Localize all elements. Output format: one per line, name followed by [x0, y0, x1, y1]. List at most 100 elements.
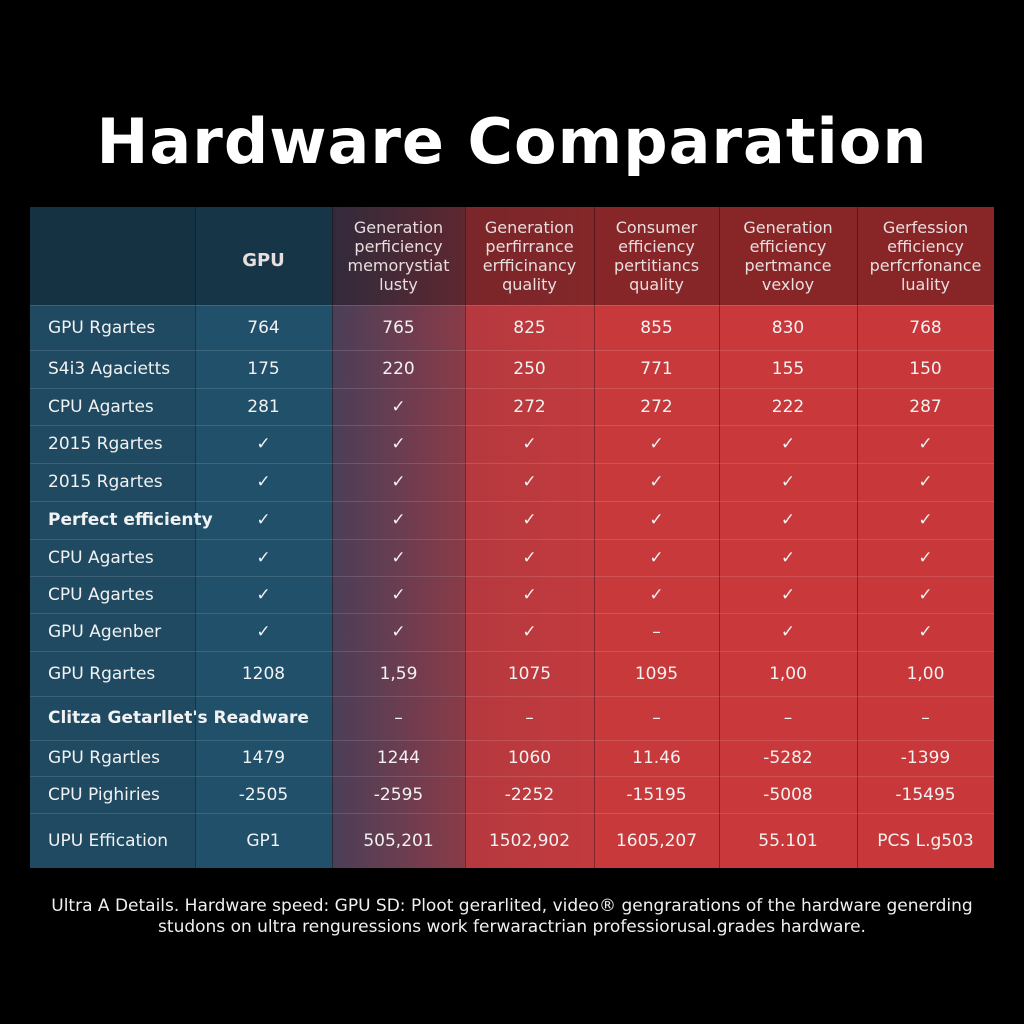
column-bg — [195, 207, 332, 868]
table-cell: 771 — [640, 359, 673, 379]
row-label: 2015 Rgartes — [48, 434, 163, 454]
table-cell: 1095 — [634, 663, 679, 684]
row-label: S4i3 Agacietts — [48, 359, 171, 379]
row-label: CPU Agartes — [48, 584, 154, 605]
row-divider — [30, 501, 994, 502]
table-cell: – — [652, 622, 661, 642]
table-cell: 175 — [247, 359, 280, 379]
row-label: GPU Rgartes — [48, 663, 156, 684]
table-cell: ✓ — [391, 510, 406, 530]
column-bg — [594, 207, 719, 868]
table-cell: ✓ — [780, 622, 796, 642]
header-cell: Generation efficiency pertmance vexloy — [743, 218, 833, 294]
header-cell: Consumer efficiency pertitiancs quality — [613, 218, 700, 294]
table-cell: ✓ — [918, 472, 933, 492]
column-divider — [857, 207, 858, 868]
column-divider — [195, 207, 196, 868]
row-divider — [30, 305, 994, 306]
column-bg — [30, 207, 195, 868]
row-label: GPU Rgartles — [48, 748, 160, 768]
table-cell: 1060 — [507, 748, 552, 768]
row-divider — [30, 740, 994, 741]
table-cell: ✓ — [391, 434, 406, 454]
table-cell: 150 — [909, 359, 942, 379]
row-divider — [30, 651, 994, 652]
title: Hardware Comparation — [96, 105, 928, 178]
table-cell: 1502,902 — [488, 830, 571, 851]
table-cell: 1075 — [507, 663, 552, 684]
row-label: UPU Effication — [48, 830, 169, 851]
table-cell: -1399 — [900, 748, 951, 768]
header-cell: Generation perficiency memorystiat lusty — [347, 218, 450, 294]
column-divider — [719, 207, 720, 868]
row-label: CPU Agartes — [48, 547, 154, 568]
table-cell: ✓ — [649, 547, 664, 568]
header-cell: GPU — [242, 249, 285, 271]
table-cell: ✓ — [256, 434, 271, 454]
table-cell: 855 — [640, 317, 673, 338]
row-label: 2015 Rgartes — [48, 472, 163, 492]
row-divider — [30, 425, 994, 426]
table-cell: ✓ — [522, 622, 537, 642]
table-cell: ✓ — [391, 622, 406, 642]
table-cell: ✓ — [522, 510, 537, 530]
footer: Ultra A Details. Hardware speed: GPU SD:… — [0, 896, 1024, 938]
table-cell: 281 — [247, 396, 280, 417]
row-label: CPU Agartes — [48, 396, 154, 417]
table-cell: ✓ — [522, 584, 537, 605]
table-cell: ✓ — [780, 510, 796, 530]
column-bg — [332, 207, 465, 868]
table-cell: 1605,207 — [615, 830, 698, 851]
table-cell: ✓ — [256, 547, 271, 568]
table-cell: ✓ — [918, 510, 933, 530]
table-cell: 287 — [909, 396, 942, 417]
table-cell: ✓ — [780, 547, 796, 568]
table-cell: ✓ — [780, 584, 796, 605]
table-cell: ✓ — [256, 472, 271, 492]
table-cell: ✓ — [391, 584, 406, 605]
table-cell: -2505 — [238, 784, 289, 805]
table-cell: – — [652, 708, 661, 728]
table-cell: 1,00 — [906, 663, 945, 684]
table-cell: ✓ — [649, 434, 664, 454]
table-cell: ✓ — [649, 472, 664, 492]
table-cell: -5008 — [763, 784, 813, 805]
column-divider — [594, 207, 595, 868]
column-bg — [857, 207, 994, 868]
table-cell: GP1 — [246, 830, 281, 851]
column-divider — [332, 207, 333, 868]
footer-line: Ultra A Details. Hardware speed: GPU SD:… — [51, 896, 973, 916]
table-cell: 272 — [513, 396, 546, 417]
row-divider — [30, 776, 994, 777]
column-divider — [465, 207, 466, 868]
table-cell: 220 — [382, 359, 415, 379]
table-cell: ✓ — [256, 510, 271, 530]
header-bg — [30, 207, 994, 305]
table-cell: -2595 — [373, 784, 424, 805]
column-bg — [719, 207, 857, 868]
table-cell: ✓ — [918, 622, 933, 642]
table-cell: 222 — [771, 396, 805, 417]
table-cell: ✓ — [522, 547, 537, 568]
row-divider — [30, 613, 994, 614]
table-cell: ✓ — [256, 622, 271, 642]
row-label: Clitza Getarllet's Readware — [48, 708, 309, 728]
table-cell: – — [525, 708, 534, 728]
table-cell: 830 — [771, 317, 805, 338]
table-cell: -15495 — [895, 784, 956, 805]
row-divider — [30, 813, 994, 814]
table-cell: 11.46 — [632, 748, 681, 768]
table-cell: ✓ — [649, 584, 664, 605]
table-cell: 1,59 — [379, 663, 418, 684]
row-label: GPU Rgartes — [48, 317, 156, 338]
header-cell: Generation perfirrance erfficinancy qual… — [482, 218, 577, 294]
table-cell: -15195 — [626, 784, 687, 805]
table-cell: ✓ — [522, 472, 537, 492]
table-cell: ✓ — [918, 547, 933, 568]
row-label: GPU Agenber — [48, 622, 162, 642]
row-divider — [30, 576, 994, 577]
table-cell: 764 — [247, 317, 280, 338]
row-label: CPU Pighiries — [48, 784, 160, 805]
table-cell: 55.101 — [758, 830, 818, 851]
table-cell: 505,201 — [363, 830, 434, 851]
